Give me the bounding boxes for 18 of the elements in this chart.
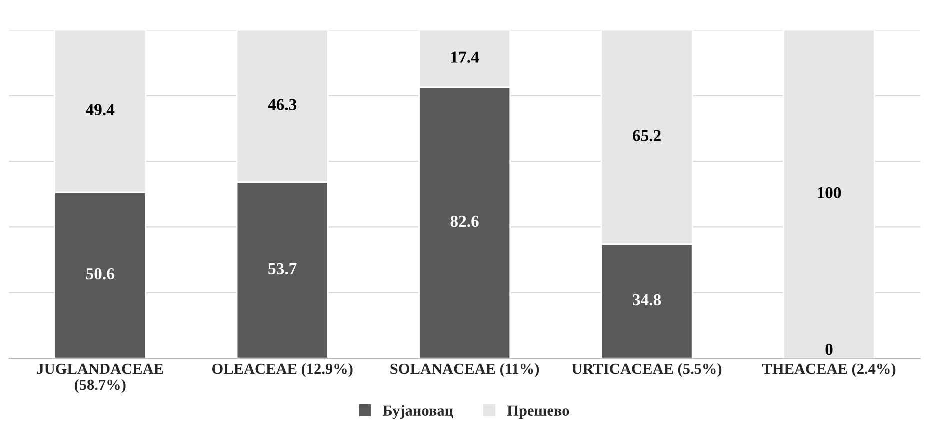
data-label: 46.3 <box>268 99 297 110</box>
x-tick-label: THEACEAE (2.4%) <box>762 363 896 378</box>
x-tick-label: OLEACEAE (12.9%) <box>212 363 353 378</box>
x-tick-label: URTICACEAE (5.5%) <box>572 363 722 378</box>
data-label: 34.8 <box>633 294 662 306</box>
data-label: 82.6 <box>450 216 479 228</box>
data-label: 49.4 <box>86 104 115 116</box>
data-label: 53.7 <box>268 263 297 275</box>
legend-label: Прешево <box>507 406 570 420</box>
data-label: 65.2 <box>633 130 661 142</box>
bar <box>783 30 876 359</box>
annotation: 0 <box>826 344 833 356</box>
data-label: 50.6 <box>86 268 114 280</box>
x-tick-label: SOLANACEAE (11%) <box>390 363 540 378</box>
data-label: 100 <box>818 187 842 199</box>
x-tick-label: JUGLANDACEAE (58.7%) <box>37 364 164 394</box>
data-label: 17.4 <box>452 52 480 64</box>
legend-label: Бујановац <box>383 405 454 420</box>
